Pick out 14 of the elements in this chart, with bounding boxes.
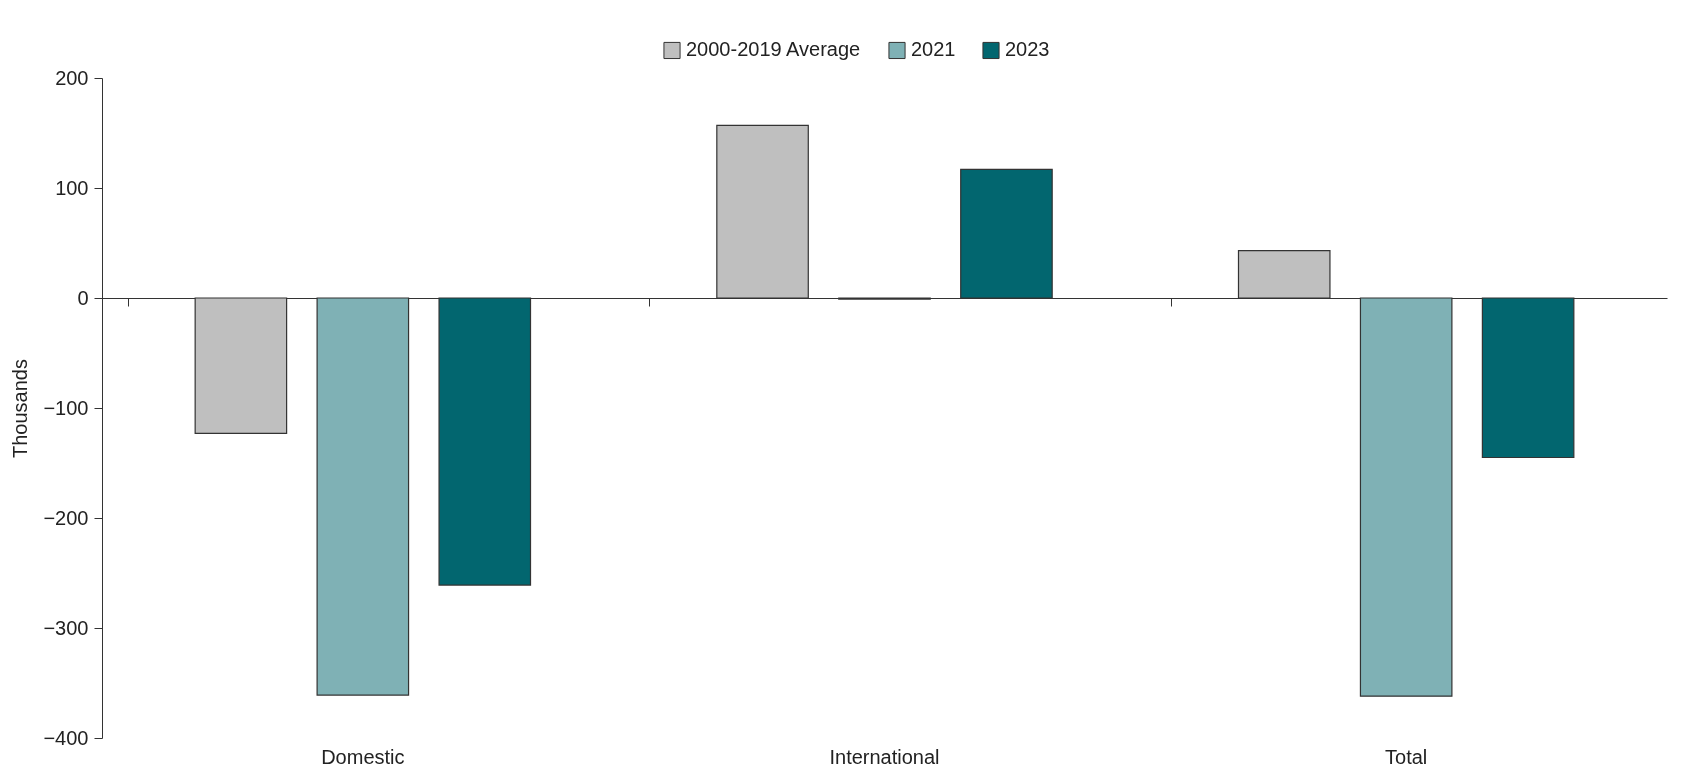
- legend-label: 2023: [1005, 38, 1050, 61]
- y-tick-label: 200: [55, 66, 89, 89]
- y-tick-label: 0: [77, 286, 89, 309]
- y-tick-label: −400: [43, 726, 89, 749]
- y-tick-label: −200: [43, 506, 89, 529]
- x-tick-label: International: [829, 746, 940, 768]
- x-tick-label: Total: [1385, 746, 1428, 768]
- legend-label: 2021: [911, 38, 956, 61]
- legend-label: 2000-2019 Average: [686, 38, 861, 61]
- y-tick-label: −100: [43, 396, 89, 419]
- y-tick-label: 100: [55, 176, 89, 199]
- y-axis-title: Thousands: [9, 359, 32, 458]
- y-tick-label: −300: [43, 616, 89, 639]
- x-tick-label: Domestic: [321, 746, 405, 768]
